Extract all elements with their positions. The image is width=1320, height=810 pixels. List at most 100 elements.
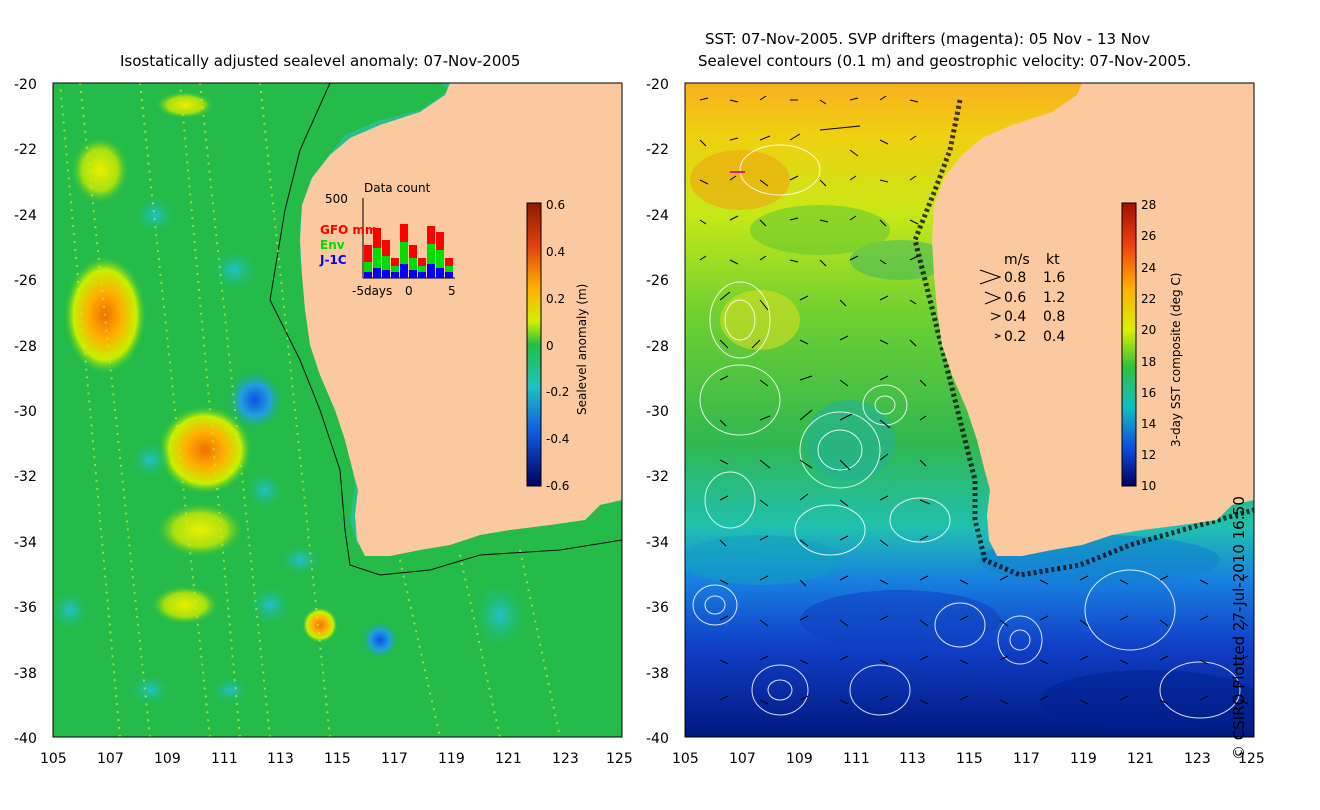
geostrophic-velocity-arrows [699,95,1249,705]
left-xtick-1: 107 [97,751,124,767]
sla-cb-tick-0: 0.6 [546,198,565,212]
copyright-credit: © CSIRO Plotted 27-Jul-2010 16:50 [1230,496,1248,760]
left-ytick-7: -34 [14,535,37,551]
velocity-legend-header-ms: m/s [1004,252,1030,268]
australia-landmass-right [932,83,1254,556]
right-ytick-3: -26 [646,273,669,289]
right-ytick-7: -34 [646,535,669,551]
sla-cb-tick-3: 0 [546,339,554,353]
left-xtick-5: 115 [324,751,351,767]
right-xtick-4: 113 [899,751,926,767]
left-map-plot [53,83,622,737]
right-xtick-10: 125 [1238,751,1265,767]
right-ytick-9: -38 [646,666,669,682]
velocity-legend-ms-2: 0.4 [1004,309,1026,325]
right-ytick-1: -22 [646,142,669,158]
sst-cb-tick-6: 16 [1141,386,1156,400]
velocity-legend-kt-3: 0.4 [1043,329,1065,345]
velocity-legend-kt-0: 1.6 [1043,270,1065,286]
sla-cb-tick-1: 0.4 [546,245,565,259]
sla-cb-tick-2: 0.2 [546,292,565,306]
left-ytick-0: -20 [14,77,37,93]
velocity-legend-ms-1: 0.6 [1004,290,1026,306]
left-ytick-10: -40 [14,731,37,747]
sst-cb-tick-2: 24 [1141,261,1156,275]
left-ytick-2: -24 [14,208,37,224]
velocity-legend-header-kt: kt [1046,252,1060,268]
data-count-inset: Data count 500 GFO mm Env J-1C -5days 0 … [319,181,456,298]
inset-ymax-label: 500 [325,192,348,206]
sst-cb-tick-0: 28 [1141,198,1156,212]
sst-colorbar: 28 26 24 22 20 18 16 14 12 10 3-day SST … [1121,198,1183,493]
left-xtick-4: 113 [267,751,294,767]
right-x-axis: 105 107 109 111 113 115 117 119 121 123 … [672,751,1265,767]
left-ytick-4: -28 [14,339,37,355]
inset-title: Data count [364,181,431,195]
inset-xlabel-end: 5 [448,284,456,298]
velocity-legend-kt-2: 0.8 [1043,309,1065,325]
left-xtick-2: 109 [154,751,181,767]
sla-cb-tick-6: -0.6 [546,479,569,493]
velocity-arrow-06-icon [984,291,1002,305]
sealevel-contours [692,144,1241,719]
left-ytick-8: -36 [14,600,37,616]
right-y-axis: -20 -22 -24 -26 -28 -30 -32 -34 -36 -38 … [646,77,669,747]
sla-colorbar: 0.6 0.4 0.2 0 -0.2 -0.4 -0.6 Sealevel an… [526,198,589,493]
right-xtick-8: 121 [1127,751,1154,767]
sst-cb-tick-4: 20 [1141,323,1156,337]
right-xtick-6: 117 [1013,751,1040,767]
velocity-arrow-02-icon [994,333,1002,339]
right-map-frame [684,82,1255,738]
right-map-title-line2: Sealevel contours (0.1 m) and geostrophi… [698,52,1192,70]
right-xtick-0: 105 [672,751,699,767]
velocity-arrow-08-icon [979,269,1002,285]
right-xtick-2: 109 [786,751,813,767]
sst-cb-tick-8: 12 [1141,448,1156,462]
left-ytick-1: -22 [14,142,37,158]
left-map-title: Isostatically adjusted sealevel anomaly:… [120,52,521,70]
right-map-plot [685,83,1254,737]
left-ytick-6: -32 [14,469,37,485]
left-xtick-0: 105 [40,751,67,767]
inset-legend-env: Env [320,238,345,252]
inset-legend-j1c: J-1C [319,253,347,267]
altimeter-tracks [59,83,561,737]
velocity-legend-ms-0: 0.8 [1004,270,1026,286]
sla-cb-tick-4: -0.2 [546,385,569,399]
bathymetry-contour [269,83,622,576]
sst-cb-tick-7: 14 [1141,417,1156,431]
right-ytick-8: -36 [646,600,669,616]
right-ytick-0: -20 [646,77,669,93]
sst-cb-tick-5: 18 [1141,355,1156,369]
velocity-legend: m/s kt 0.8 1.6 0.6 1.2 0.4 0.8 0.2 0.4 [979,252,1065,345]
velocity-arrow-04-icon [990,312,1002,321]
right-ytick-6: -32 [646,469,669,485]
left-y-axis: -20 -22 -24 -26 -28 -30 -32 -34 -36 -38 … [14,77,37,747]
velocity-legend-ms-3: 0.2 [1004,329,1026,345]
left-x-axis: 105 107 109 111 113 115 117 119 121 123 … [40,751,633,767]
left-map-frame [52,82,623,738]
sst-cb-tick-3: 22 [1141,292,1156,306]
left-xtick-6: 117 [381,751,408,767]
left-xtick-3: 111 [211,751,238,767]
right-ytick-2: -24 [646,208,669,224]
right-xtick-9: 123 [1184,751,1211,767]
inset-xlabel-zero: 0 [405,284,413,298]
right-xtick-5: 115 [956,751,983,767]
sla-cb-tick-5: -0.4 [546,432,569,446]
right-map-title-line1: SST: 07-Nov-2005. SVP drifters (magenta)… [705,30,1151,48]
right-ytick-5: -30 [646,404,669,420]
left-xtick-10: 125 [606,751,633,767]
velocity-legend-kt-1: 1.2 [1043,290,1065,306]
inset-legend-gfo: GFO mm [320,223,377,237]
left-ytick-5: -30 [14,404,37,420]
right-ytick-10: -40 [646,731,669,747]
inset-bars [364,224,453,278]
inset-xlabel-start: -5days [352,284,392,298]
left-xtick-9: 123 [552,751,579,767]
right-xtick-7: 119 [1070,751,1097,767]
sla-cb-label: Sealevel anomaly (m) [575,284,589,415]
left-xtick-8: 121 [495,751,522,767]
right-xtick-1: 107 [729,751,756,767]
